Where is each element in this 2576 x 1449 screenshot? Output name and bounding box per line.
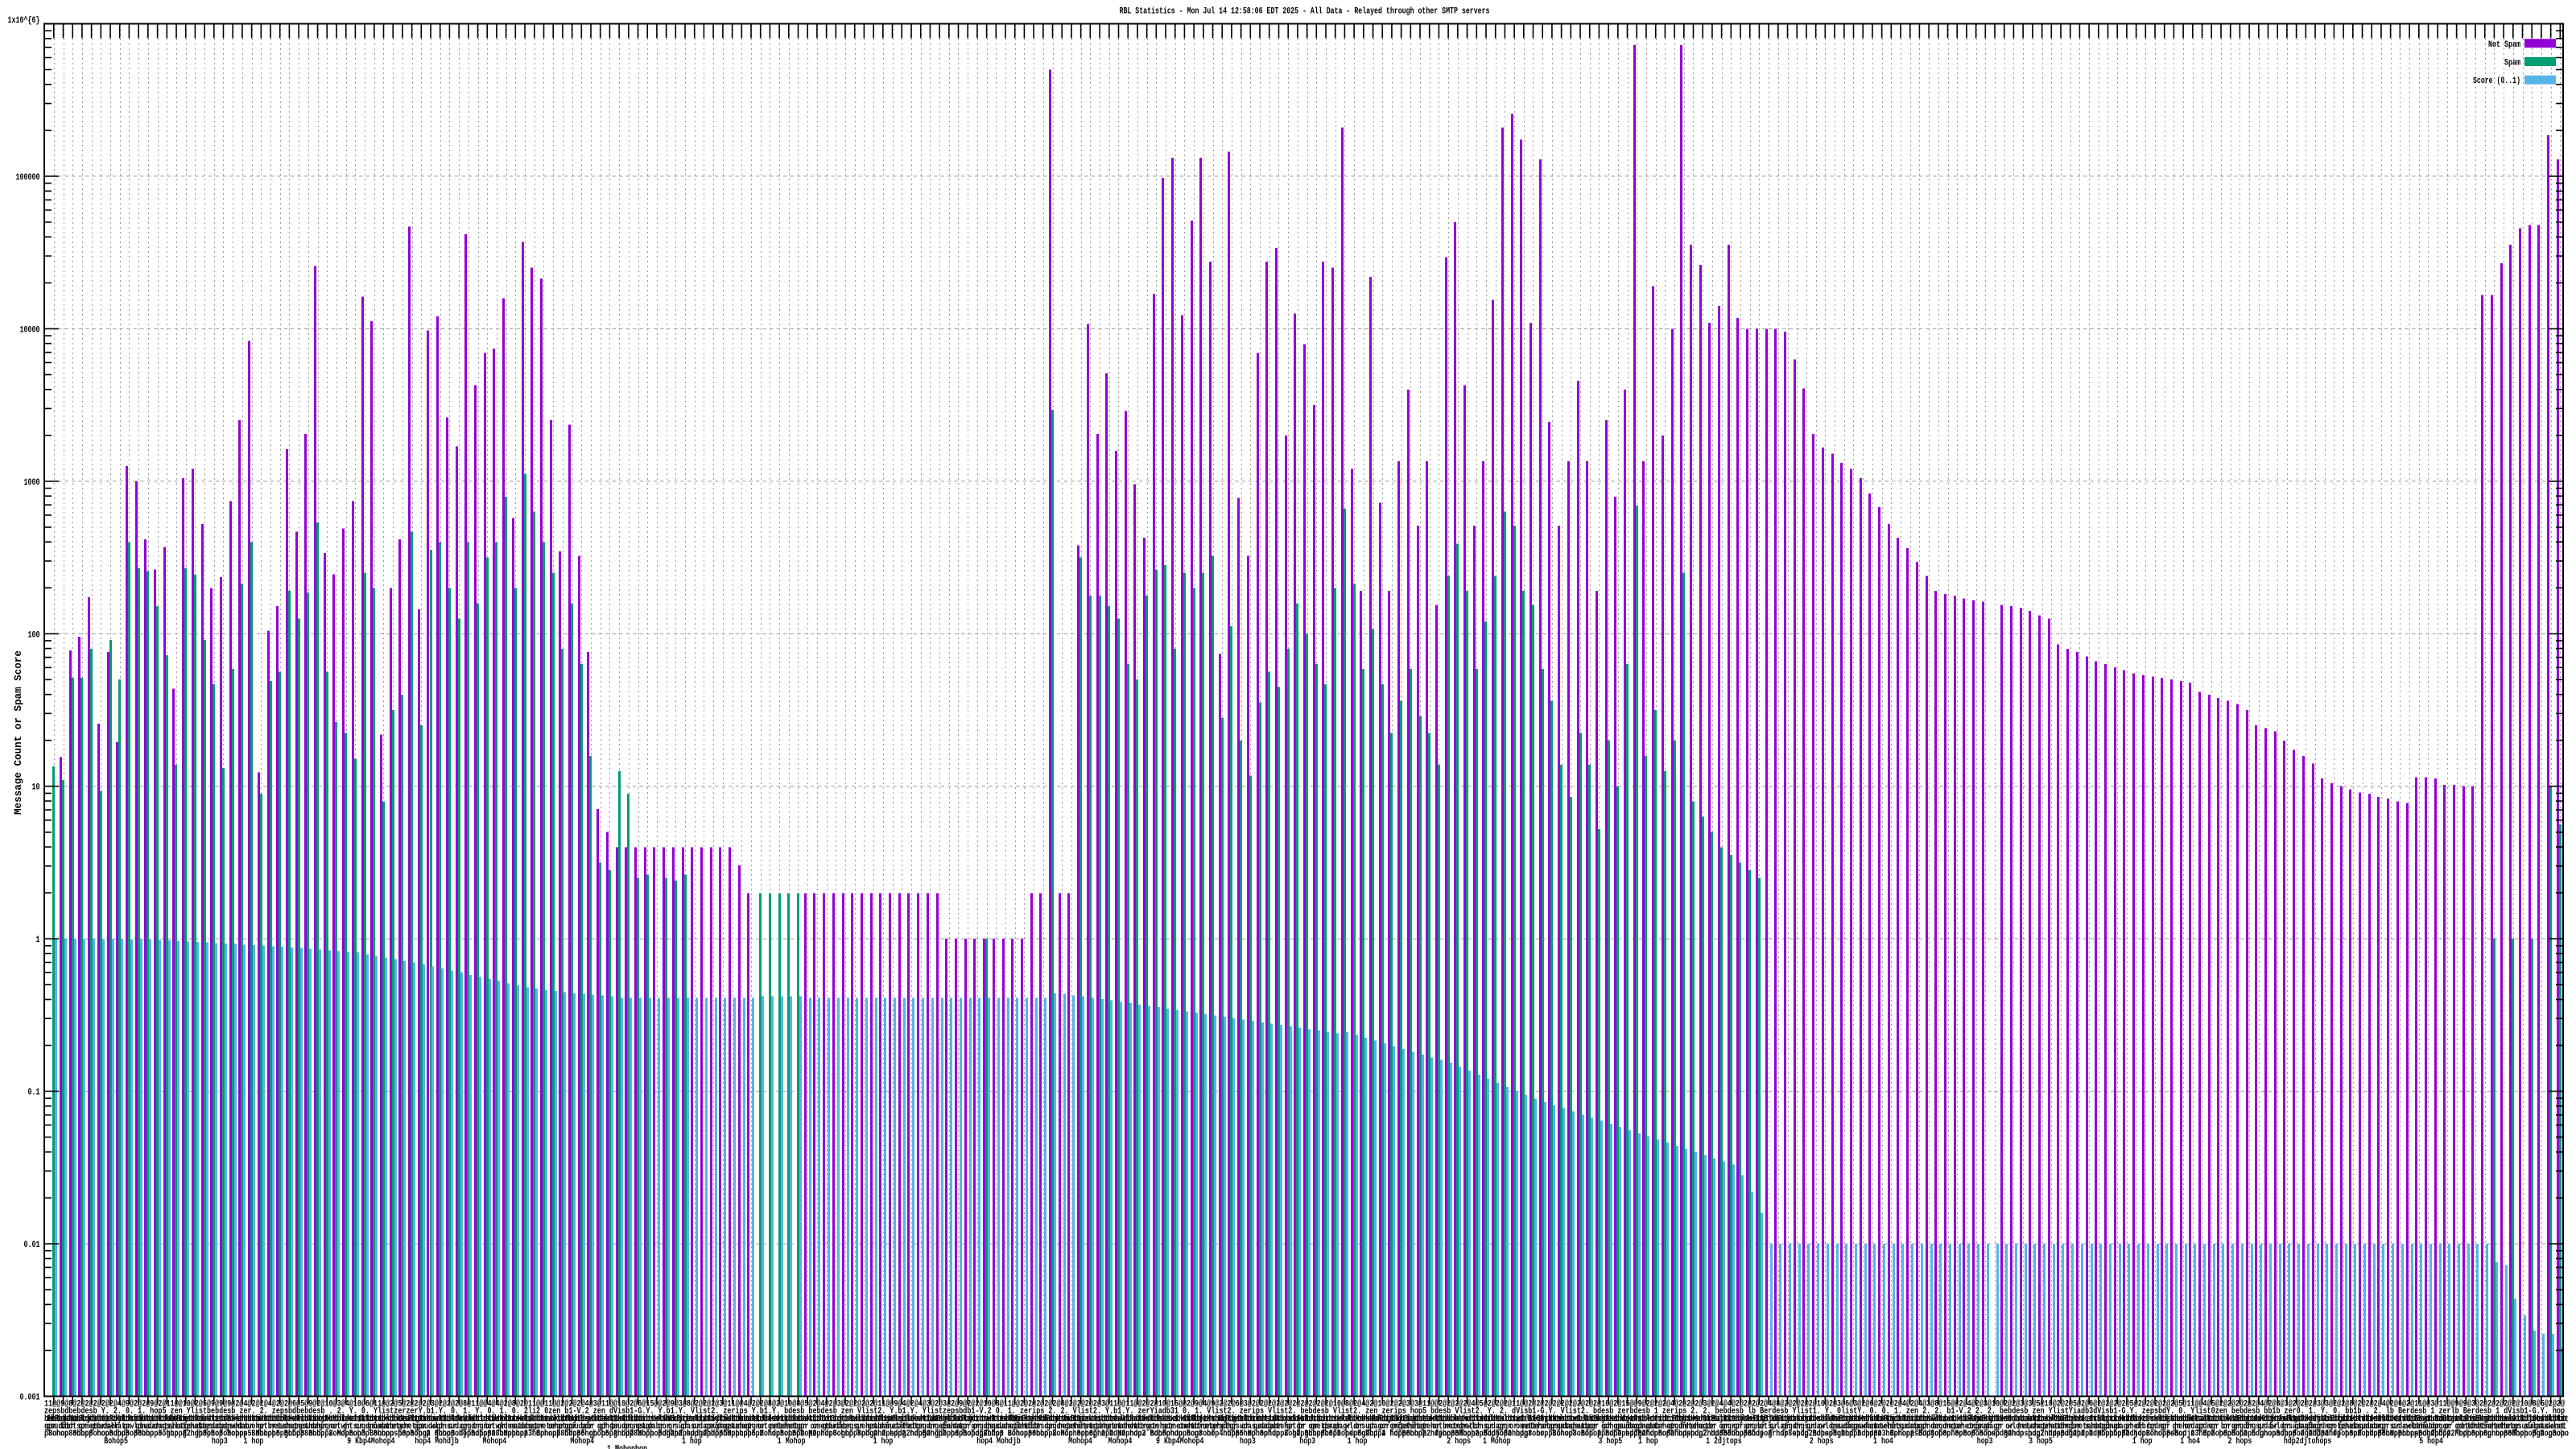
svg-text:Score (0..1): Score (0..1) [2473, 76, 2520, 86]
svg-text:0.001: 0.001 [20, 1393, 40, 1403]
svg-text:gsudabr gr gsudabr gr gsudanet: gsudabr gr gsudabr gr gsudanetehetgsudag… [46, 1422, 2566, 1431]
svg-text:11@@9@8@2@2@2@2@2@4@9@2@2@9@2@: 11@@9@8@2@2@2@2@2@4@9@2@2@9@2@11@@10@2@5… [44, 1399, 2565, 1409]
svg-text:0.01: 0.01 [24, 1241, 40, 1250]
svg-text:Bohop5 hop: Bohop5 hop3 1 hop 9 Kbp4Mohop4 hop4 Mohd… [44, 1437, 2515, 1447]
svg-text:8ohop 8ohop hop8ohop 8ohop 8oh: 8ohop 8ohop hop8ohop 8ohop 8ohop 2 hdp8o… [48, 1430, 2569, 1439]
svg-text:gor tbdtsometbrswlatewldnsudag: gor tbdtsometbrswlatewldnsudagsulatehetb… [44, 1422, 2565, 1431]
svg-text:bkshdbbobkddbbobkdbldtidbbobkd: bkshdbbobkddbbobkdbldtidbbobkdbldtisbldb… [44, 1414, 2565, 1424]
svg-text:zepsbdbebdesb Y. 2. 0. 1. hop5: zepsbdbebdesb Y. 2. 0. 1. hop5 zen Ylist… [44, 1407, 2565, 1417]
svg-text:Spam: Spam [2504, 59, 2520, 68]
svg-text:Not Spam: Not Spam [2488, 40, 2520, 50]
svg-text:p8ohop8ohop8ohophdpp8op8ohop5: p8ohop8ohop8ohophdpp8op8ohop5 ghopg2 gho… [44, 1430, 2565, 1439]
svg-text:100000: 100000 [16, 173, 40, 183]
svg-text:0.1: 0.1 [28, 1088, 40, 1098]
svg-text:1i8bjt1i8bjtdbbobkdbldtidtbsbl: 1i8bjt1i8bjtdbbobkdbldtidtbsbl1i8bjtdtid… [46, 1414, 2566, 1424]
svg-text:1: 1 [36, 935, 40, 945]
svg-text:Message Count or Spam Score: Message Count or Spam Score [13, 650, 24, 815]
svg-text:RBL Statistics - Mon Jul 14 12: RBL Statistics - Mon Jul 14 12:58:06 EDT… [1120, 7, 1490, 17]
svg-text:1000: 1000 [24, 478, 40, 488]
svg-text:10: 10 [32, 783, 40, 793]
svg-text:1 Mohophop: 1 Mohophop [607, 1444, 647, 1449]
svg-text:dbtewl1bldtidti8bjtbsbldtidtbs: dbtewl1bldtidti8bjtbsbldtidtbsbkshddbtew… [48, 1414, 2569, 1424]
svg-text:10000: 10000 [20, 325, 40, 335]
svg-text:100: 100 [28, 630, 40, 640]
svg-text:1x10^{6}: 1x10^{6} [8, 16, 40, 26]
